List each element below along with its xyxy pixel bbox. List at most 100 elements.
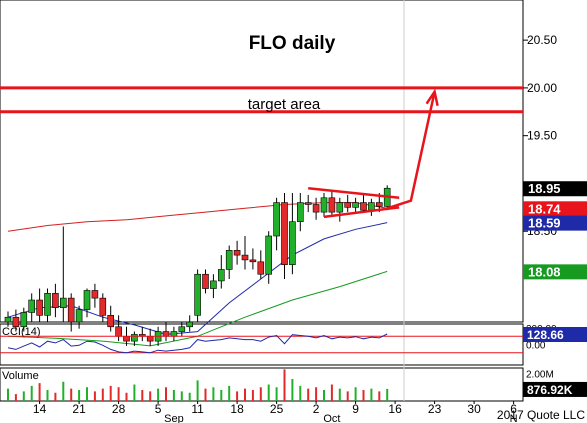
y-tick-label: 20.50 (527, 33, 557, 47)
candle-body (312, 204, 320, 213)
candle-body (178, 326, 186, 332)
price-label-text: 18.08 (528, 264, 561, 279)
x-tick-label: 21 (72, 402, 86, 416)
pennant-bottom-line (323, 206, 400, 219)
x-tick-label: 25 (270, 402, 284, 416)
candle-body (249, 259, 257, 263)
pennant-pattern (308, 88, 439, 219)
cci-value-text: 128.66 (527, 328, 564, 342)
x-tick-label: 30 (467, 402, 481, 416)
price-label-box (523, 264, 587, 280)
cci-panel-frame (0, 323, 524, 366)
candle-body (304, 202, 312, 205)
candle-body (328, 197, 336, 213)
candle-body (20, 312, 28, 328)
candle-body (281, 202, 288, 265)
candle-body (107, 315, 114, 328)
price-label-box (523, 201, 587, 217)
candle-body (194, 273, 201, 316)
cci-value-box (523, 327, 587, 343)
candle-body (162, 331, 170, 337)
x-month-label: N (510, 413, 518, 423)
candle-body (170, 331, 178, 337)
candle-body (273, 202, 280, 237)
y-tick-label: 19.50 (527, 129, 557, 143)
volume-value-box (523, 381, 587, 397)
copyright-text: 2017 Quote LLC (497, 408, 585, 422)
candle-body (115, 326, 122, 337)
x-month-label: Sep (164, 413, 184, 423)
volume-value-text: 876.92K (527, 383, 573, 397)
price-label-text: 18.95 (528, 181, 561, 196)
candle-body (67, 297, 75, 323)
candle-body (12, 316, 20, 328)
price-label-text: 18.59 (528, 216, 561, 231)
candles (4, 185, 391, 346)
candle-body (241, 254, 249, 261)
candle-body (225, 250, 233, 270)
x-tick-label: 28 (112, 402, 126, 416)
x-tick-label: 6 (510, 402, 517, 416)
chart-title: FLO daily (249, 33, 336, 54)
candle-body (59, 297, 67, 308)
candle-body (218, 269, 225, 282)
volume-bars: 2.00M 876.92K (7, 369, 587, 401)
pennant-top-line (308, 186, 400, 200)
x-tick-label: 14 (33, 402, 47, 416)
candle-body (320, 197, 328, 213)
candle-body (146, 336, 154, 342)
target-zone: target area (0, 86, 523, 114)
candle-body (28, 299, 36, 313)
candle-body (289, 221, 296, 265)
candle-body (36, 299, 43, 316)
price-label-box (523, 215, 587, 231)
candle-body (99, 297, 107, 316)
candle-body (375, 202, 383, 207)
candle-body (344, 202, 352, 208)
candle-body (257, 261, 265, 275)
candle-body (368, 202, 375, 211)
cci-line (7, 333, 388, 354)
candle-body (210, 280, 217, 289)
projection-arrow-line (386, 91, 436, 210)
candle-body (360, 202, 367, 211)
candle-body (233, 250, 241, 256)
candle-body (202, 273, 209, 289)
volume-axis-label: 2.00M (526, 370, 554, 381)
candle-body (265, 235, 273, 275)
candle-body (75, 309, 83, 323)
x-tick-label: 23 (428, 402, 442, 416)
projection-arrow-head (425, 88, 439, 106)
x-axis: 14 21 28 5 11 18 25 2 9 16 23 30 6 Sep Oct N (33, 401, 518, 423)
candle-body (131, 334, 138, 342)
y-tick-label: 20.00 (527, 81, 557, 95)
price-label-text: 18.74 (528, 201, 561, 216)
cci-axis-label: 0.00 (526, 341, 546, 352)
volume-label: Volume (2, 370, 39, 382)
candle-body (336, 202, 344, 213)
candle-body (186, 321, 193, 328)
x-tick-label: 5 (155, 402, 162, 416)
x-tick-label: 11 (191, 402, 204, 416)
candle-body (91, 290, 99, 299)
candle-body (44, 293, 51, 316)
x-tick-label: 2 (313, 402, 320, 416)
x-tick-label: 18 (230, 402, 244, 416)
price-panel-frame (0, 0, 524, 323)
candle-body (352, 202, 359, 208)
price-label-box (523, 181, 587, 197)
candle-body (123, 336, 130, 342)
candle-body (4, 316, 12, 323)
target-area-label: target area (248, 96, 321, 113)
candle-body (52, 293, 59, 308)
candle-body (296, 202, 304, 222)
candle-body (83, 290, 91, 310)
x-tick-label: 16 (388, 402, 402, 416)
x-tick-label: 9 (352, 402, 359, 416)
cci-label: CCI(14) (2, 326, 41, 338)
x-month-label: Oct (323, 413, 340, 423)
